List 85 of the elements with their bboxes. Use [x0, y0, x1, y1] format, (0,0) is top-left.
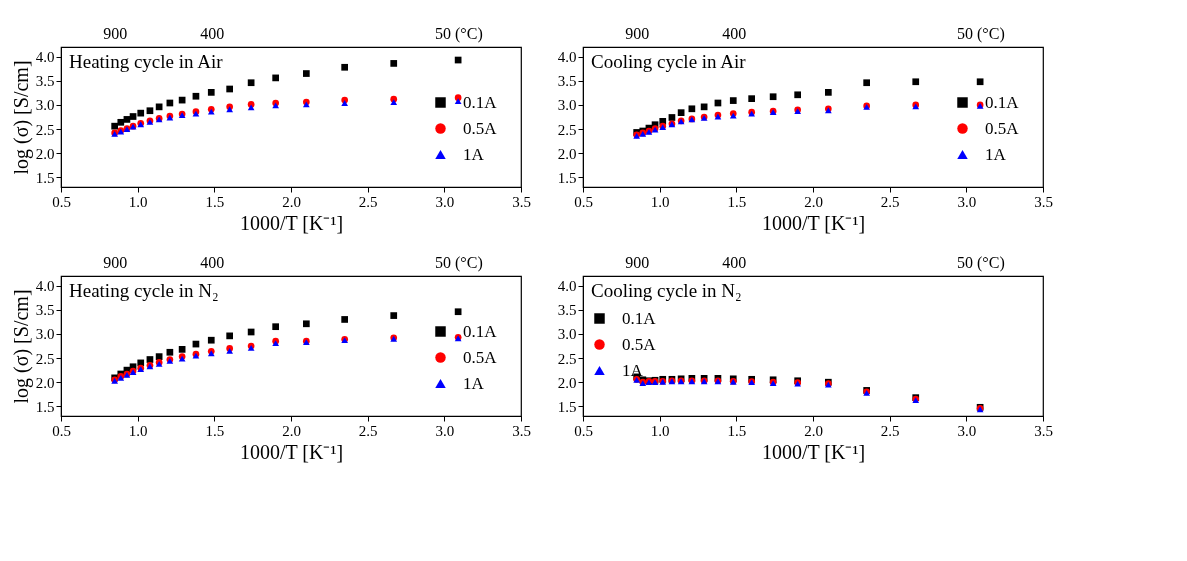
- x-tick-label: 2.0: [804, 193, 823, 210]
- legend-label: 0.1A: [463, 321, 498, 341]
- legend-label: 1A: [463, 373, 485, 393]
- chart-title: Heating cycle in N₂: [69, 280, 219, 301]
- chart-title: Heating cycle in Air: [69, 51, 224, 72]
- y-tick-label: 4.0: [557, 278, 577, 295]
- y-tick-label: 2.5: [35, 350, 55, 367]
- legend-label: 0.5A: [463, 118, 498, 138]
- x-tick-label: 3.5: [1034, 193, 1053, 210]
- text: 400: [200, 254, 225, 271]
- legend-label: 0.1A: [622, 308, 657, 328]
- x-tick-label: 0.5: [574, 193, 593, 210]
- text: 400: [200, 25, 225, 42]
- text: 50 (°C): [957, 25, 1005, 43]
- text: 50 (°C): [957, 254, 1005, 272]
- text: 900: [103, 254, 128, 271]
- legend-label: 0.5A: [463, 347, 498, 367]
- y-tick-label: 4.0: [35, 278, 55, 295]
- legend-label: 1A: [463, 144, 485, 164]
- x-tick-label: 1.5: [205, 422, 225, 439]
- y-tick-label: 2.0: [557, 374, 577, 391]
- y-tick-label: 2.5: [35, 121, 55, 138]
- x-axis-title: 1000/T [K⁻¹]: [239, 211, 344, 234]
- x-tick-label: 1.0: [650, 193, 670, 210]
- x-tick-label: 2.5: [358, 422, 378, 439]
- chart-title: Cooling cycle in Air: [591, 51, 747, 72]
- x-tick-label: 3.0: [957, 193, 977, 210]
- y-tick-label: 1.5: [557, 169, 577, 186]
- x-tick-label: 3.0: [435, 193, 455, 210]
- y-tick-label: 2.0: [35, 374, 55, 391]
- text: 900: [625, 25, 650, 42]
- text: 400: [722, 25, 747, 42]
- y-axis-title: log (σ) [S/cm]: [9, 60, 33, 175]
- x-tick-label: 3.0: [435, 422, 455, 439]
- legend-label: 0.1A: [463, 92, 498, 112]
- y-tick-label: 1.5: [557, 398, 577, 415]
- y-tick-label: 3.0: [557, 97, 577, 114]
- y-tick-label: 4.0: [557, 49, 577, 66]
- y-tick-label: 3.5: [35, 302, 55, 319]
- y-tick-label: 3.0: [35, 97, 55, 114]
- x-tick-label: 2.5: [880, 193, 900, 210]
- y-tick-label: 2.0: [557, 145, 577, 162]
- x-axis-title: 1000/T [K⁻¹]: [761, 211, 866, 234]
- x-tick-label: 1.5: [727, 422, 747, 439]
- text: 900: [103, 25, 128, 42]
- x-tick-label: 1.5: [727, 193, 747, 210]
- text: 50 (°C): [435, 254, 483, 272]
- y-tick-label: 3.0: [35, 326, 55, 343]
- x-tick-label: 3.0: [957, 422, 977, 439]
- x-tick-label: 1.0: [650, 422, 670, 439]
- y-tick-label: 1.5: [35, 398, 55, 415]
- x-axis-title: 1000/T [K⁻¹]: [761, 440, 866, 463]
- legend-label: 0.5A: [622, 334, 657, 354]
- x-tick-label: 3.5: [512, 193, 531, 210]
- y-tick-label: 3.0: [557, 326, 577, 343]
- chart-title: Cooling cycle in N₂: [591, 280, 742, 301]
- text: 400: [722, 254, 747, 271]
- x-axis-title: 1000/T [K⁻¹]: [239, 440, 344, 463]
- text: 50 (°C): [435, 25, 483, 43]
- x-tick-label: 3.5: [1034, 422, 1053, 439]
- y-tick-label: 3.5: [557, 73, 577, 90]
- x-tick-label: 3.5: [512, 422, 531, 439]
- y-tick-label: 3.5: [35, 73, 55, 90]
- y-tick-label: 2.5: [557, 350, 577, 367]
- y-axis-title: log (σ) [S/cm]: [9, 289, 33, 404]
- legend-label: 1A: [985, 144, 1007, 164]
- x-tick-label: 0.5: [52, 422, 71, 439]
- x-tick-label: 1.0: [128, 193, 148, 210]
- x-tick-label: 2.0: [282, 422, 301, 439]
- legend-label: 0.1A: [985, 92, 1020, 112]
- x-tick-label: 0.5: [52, 193, 71, 210]
- y-tick-label: 2.5: [557, 121, 577, 138]
- y-tick-label: 4.0: [35, 49, 55, 66]
- x-tick-label: 1.0: [128, 422, 148, 439]
- x-tick-label: 2.5: [880, 422, 900, 439]
- text: 900: [625, 254, 650, 271]
- y-tick-label: 2.0: [35, 145, 55, 162]
- y-tick-label: 1.5: [35, 169, 55, 186]
- legend-label: 0.5A: [985, 118, 1020, 138]
- x-tick-label: 1.5: [205, 193, 225, 210]
- x-tick-label: 2.5: [358, 193, 378, 210]
- y-tick-label: 3.5: [557, 302, 577, 319]
- x-tick-label: 2.0: [804, 422, 823, 439]
- x-tick-label: 2.0: [282, 193, 301, 210]
- x-tick-label: 0.5: [574, 422, 593, 439]
